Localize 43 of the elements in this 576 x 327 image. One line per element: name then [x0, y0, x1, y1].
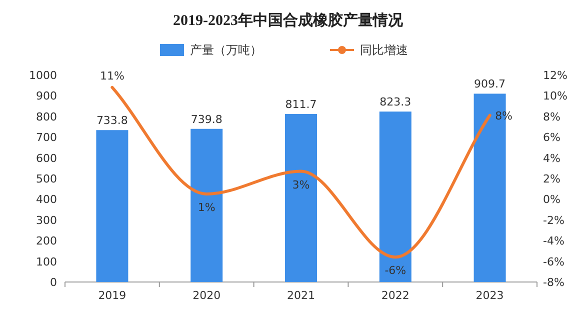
y-tick-label: 100 — [36, 255, 57, 268]
y2-tick-label: 2% — [543, 172, 560, 186]
x-tick-label: 2020 — [192, 289, 221, 302]
bar — [285, 114, 317, 282]
y-tick-label: 300 — [36, 214, 57, 227]
data-label: -6% — [384, 264, 406, 278]
legend-label: 同比增速 — [360, 43, 408, 57]
bar — [96, 130, 128, 282]
y2-tick-label: -2% — [543, 214, 564, 227]
x-tick-label: 2019 — [98, 289, 126, 302]
y2-tick-label: 8% — [543, 110, 560, 124]
chart-title: 2019-2023年中国合成橡胶产量情况 — [173, 11, 404, 29]
y-tick-label: 400 — [36, 193, 57, 206]
data-label: 811.7 — [285, 98, 317, 111]
y-tick-label: 600 — [36, 152, 57, 165]
data-label: 733.8 — [96, 114, 128, 128]
data-label: 909.7 — [474, 78, 506, 91]
y2-tick-label: 10% — [543, 90, 568, 103]
y-tick-label: 700 — [36, 131, 57, 144]
bar — [379, 112, 412, 282]
y2-tick-label: -6% — [543, 255, 564, 268]
data-label: 823.3 — [380, 96, 412, 109]
data-label: 3% — [292, 178, 310, 192]
data-label: 1% — [198, 201, 216, 214]
y2-tick-label: 12% — [543, 69, 568, 82]
x-tick-label: 2023 — [476, 289, 504, 302]
x-tick-label: 2021 — [287, 289, 315, 302]
y2-tick-label: -8% — [543, 276, 564, 289]
y-tick-label: 1000 — [29, 69, 57, 82]
y-tick-label: 800 — [36, 110, 57, 124]
y2-tick-label: -4% — [543, 234, 564, 248]
data-label: 11% — [100, 69, 124, 82]
bar — [190, 128, 223, 282]
y-tick-label: 200 — [36, 234, 57, 248]
y2-tick-label: 0% — [543, 193, 560, 206]
data-label: 739.8 — [190, 112, 222, 126]
y2-tick-label: 4% — [543, 152, 560, 165]
y-tick-label: 0 — [50, 276, 57, 289]
y-tick-label: 500 — [36, 172, 57, 186]
legend-label: 产量（万吨） — [190, 43, 262, 57]
y-tick-label: 900 — [36, 90, 57, 103]
x-tick-label: 2022 — [381, 289, 410, 302]
y2-tick-label: 6% — [543, 131, 560, 144]
